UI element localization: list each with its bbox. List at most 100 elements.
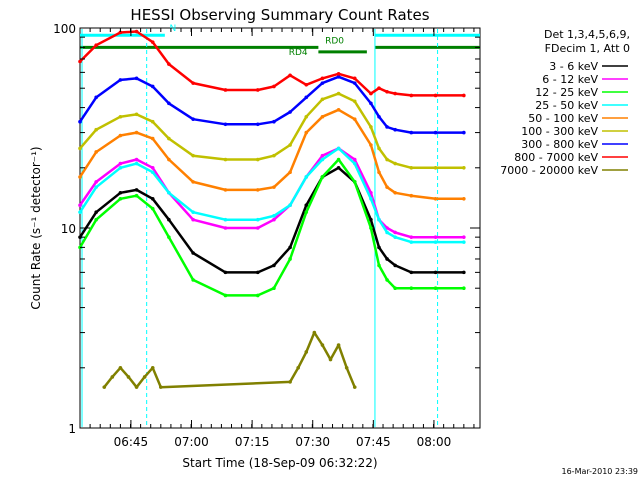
data-point bbox=[352, 81, 357, 85]
data-point bbox=[385, 185, 389, 189]
data-point bbox=[94, 95, 98, 100]
data-point bbox=[110, 375, 115, 379]
series-line bbox=[79, 30, 464, 97]
timestamp: 16-Mar-2010 23:39 bbox=[562, 467, 639, 476]
data-point bbox=[369, 101, 373, 106]
data-point bbox=[328, 357, 333, 362]
data-point bbox=[118, 165, 123, 170]
data-point bbox=[320, 114, 325, 119]
data-point bbox=[126, 375, 131, 379]
data-point bbox=[336, 72, 341, 76]
data-point bbox=[150, 206, 155, 211]
data-point bbox=[78, 210, 82, 214]
data-point bbox=[377, 146, 381, 151]
data-point bbox=[433, 286, 438, 291]
data-point bbox=[462, 235, 466, 239]
data-point bbox=[320, 343, 325, 347]
data-point bbox=[167, 235, 171, 239]
data-point bbox=[462, 196, 466, 201]
data-point bbox=[272, 119, 276, 124]
data-point bbox=[320, 157, 325, 162]
data-point bbox=[150, 196, 155, 201]
legend-entry-label: 50 - 100 keV bbox=[528, 112, 598, 125]
data-point bbox=[462, 270, 466, 275]
chart-title: HESSI Observing Summary Count Rates bbox=[130, 6, 429, 24]
data-point bbox=[304, 95, 309, 100]
data-point bbox=[336, 91, 341, 96]
data-point bbox=[352, 99, 357, 104]
data-point bbox=[150, 170, 155, 175]
data-point bbox=[393, 190, 397, 195]
data-point bbox=[78, 146, 82, 151]
data-point bbox=[433, 270, 438, 275]
x-tick-label: 06:45 bbox=[114, 435, 149, 449]
data-point bbox=[377, 263, 381, 268]
data-point bbox=[433, 130, 438, 135]
data-point bbox=[150, 365, 155, 370]
data-point bbox=[102, 385, 107, 389]
y-tick-label: 100 bbox=[53, 22, 76, 36]
data-point bbox=[255, 88, 260, 92]
data-point bbox=[409, 240, 414, 244]
x-axis-label: Start Time (18-Sep-09 06:32:22) bbox=[182, 456, 377, 470]
data-point bbox=[288, 203, 292, 208]
data-point bbox=[272, 185, 276, 189]
x-tick-label: 07:30 bbox=[295, 435, 330, 449]
data-point bbox=[288, 257, 292, 261]
data-point bbox=[336, 157, 341, 162]
data-point bbox=[118, 114, 123, 119]
data-point bbox=[134, 161, 139, 166]
data-point bbox=[377, 217, 381, 222]
legend-entry-label: 25 - 50 keV bbox=[535, 99, 598, 112]
data-point bbox=[369, 190, 373, 195]
data-point bbox=[433, 235, 438, 239]
legend-entry-label: 100 - 300 keV bbox=[521, 125, 598, 138]
data-point bbox=[150, 119, 155, 124]
data-point bbox=[118, 190, 123, 195]
data-point bbox=[393, 230, 397, 235]
data-point bbox=[377, 245, 381, 250]
data-point bbox=[191, 117, 195, 121]
x-tick-label: 07:00 bbox=[174, 435, 209, 449]
data-point bbox=[393, 235, 397, 239]
data-point bbox=[272, 217, 276, 222]
data-point bbox=[255, 270, 260, 275]
data-point bbox=[223, 188, 228, 192]
data-point bbox=[369, 196, 373, 201]
data-point bbox=[409, 193, 414, 198]
data-point bbox=[352, 161, 357, 166]
legend-header-line-2: FDecim 1, Att 0 bbox=[545, 42, 630, 55]
data-point bbox=[167, 136, 171, 141]
x-tick-label: 07:15 bbox=[235, 435, 270, 449]
data-point bbox=[369, 226, 373, 230]
data-point bbox=[134, 112, 139, 117]
data-point bbox=[462, 240, 466, 244]
data-point bbox=[312, 330, 317, 335]
x-tick-label: 08:00 bbox=[417, 435, 452, 449]
data-point bbox=[191, 210, 195, 214]
data-point bbox=[288, 73, 292, 78]
data-point bbox=[304, 130, 309, 135]
data-point bbox=[433, 196, 438, 201]
band-annotation: RD0 bbox=[325, 36, 344, 46]
data-point bbox=[223, 88, 228, 92]
data-point bbox=[134, 188, 139, 192]
x-tick-label: 07:45 bbox=[356, 435, 391, 449]
data-point bbox=[288, 110, 292, 114]
data-point bbox=[288, 245, 292, 250]
axes: 06:45 07:00 07:15 07:30 07:45 08:00 1 10 100 bbox=[53, 22, 480, 449]
data-point bbox=[94, 185, 98, 189]
legend-entry-label: 12 - 25 keV bbox=[535, 86, 598, 99]
data-point bbox=[134, 193, 139, 198]
data-point bbox=[462, 165, 466, 170]
data-point bbox=[118, 161, 123, 166]
data-point bbox=[336, 343, 341, 347]
data-point bbox=[369, 217, 373, 222]
data-point bbox=[167, 101, 171, 106]
data-point bbox=[255, 226, 260, 230]
series-line bbox=[78, 147, 464, 244]
data-point bbox=[369, 125, 373, 129]
data-point bbox=[377, 86, 381, 91]
data-point bbox=[462, 130, 466, 135]
